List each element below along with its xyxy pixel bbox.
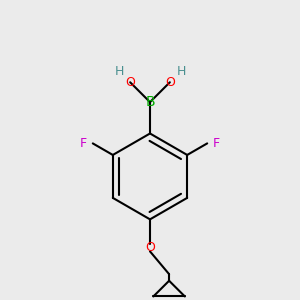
Text: O: O xyxy=(125,76,135,89)
Text: F: F xyxy=(80,137,87,150)
Text: H: H xyxy=(176,64,186,78)
Text: F: F xyxy=(213,137,220,150)
Text: O: O xyxy=(165,76,175,89)
Text: O: O xyxy=(145,241,155,254)
Text: B: B xyxy=(145,95,155,109)
Text: H: H xyxy=(114,64,124,78)
